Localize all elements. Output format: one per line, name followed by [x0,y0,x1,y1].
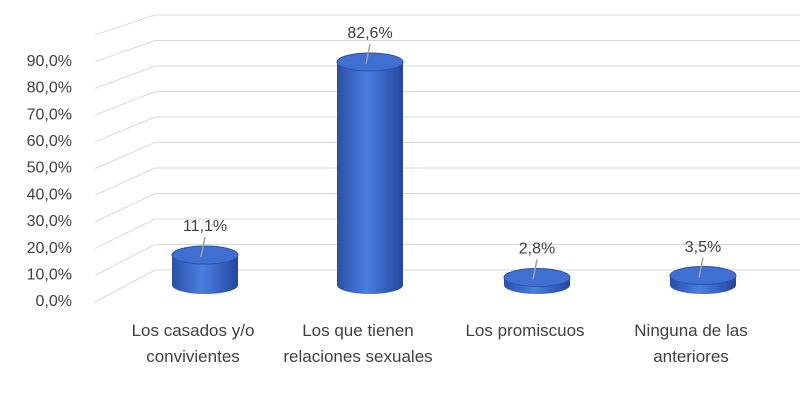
grid-line [94,218,156,250]
grid-line [94,269,156,303]
y-tick-label: 20,0% [27,240,72,257]
grid-line [94,14,156,36]
y-tick-label: 40,0% [27,186,72,203]
y-tick-label: 30,0% [27,213,72,230]
bar [171,236,239,294]
y-tick-label: 50,0% [27,160,72,177]
grid-line [94,91,156,116]
y-tick-label: 90,0% [27,53,72,70]
bar [669,257,737,294]
y-tick-label: 0,0% [36,293,72,310]
data-label: 11,1% [183,218,227,235]
bar [336,43,404,295]
y-tick-label: 80,0% [27,80,72,97]
grid-line [94,116,156,143]
grid-line [94,65,156,89]
data-label: 2,8% [519,241,555,258]
x-tick-label: Ninguna de las anteriores [634,321,748,366]
grid-line [94,40,156,63]
grid-line [94,142,156,169]
data-label: 3,5% [685,239,721,256]
x-tick-label: Los que tienen relaciones sexuales [283,321,433,366]
grid-line [94,193,156,223]
grid-line [94,244,156,276]
data-label: 82,6% [347,25,392,42]
x-tick-label: Los casados y/o convivientes [131,321,255,366]
y-tick-label: 60,0% [27,133,72,150]
y-tick-label: 10,0% [27,267,72,284]
x-tick-label: Los promiscuos [465,321,585,340]
grid-line [94,167,156,196]
bar [503,259,571,294]
y-tick-label: 70,0% [27,106,72,123]
